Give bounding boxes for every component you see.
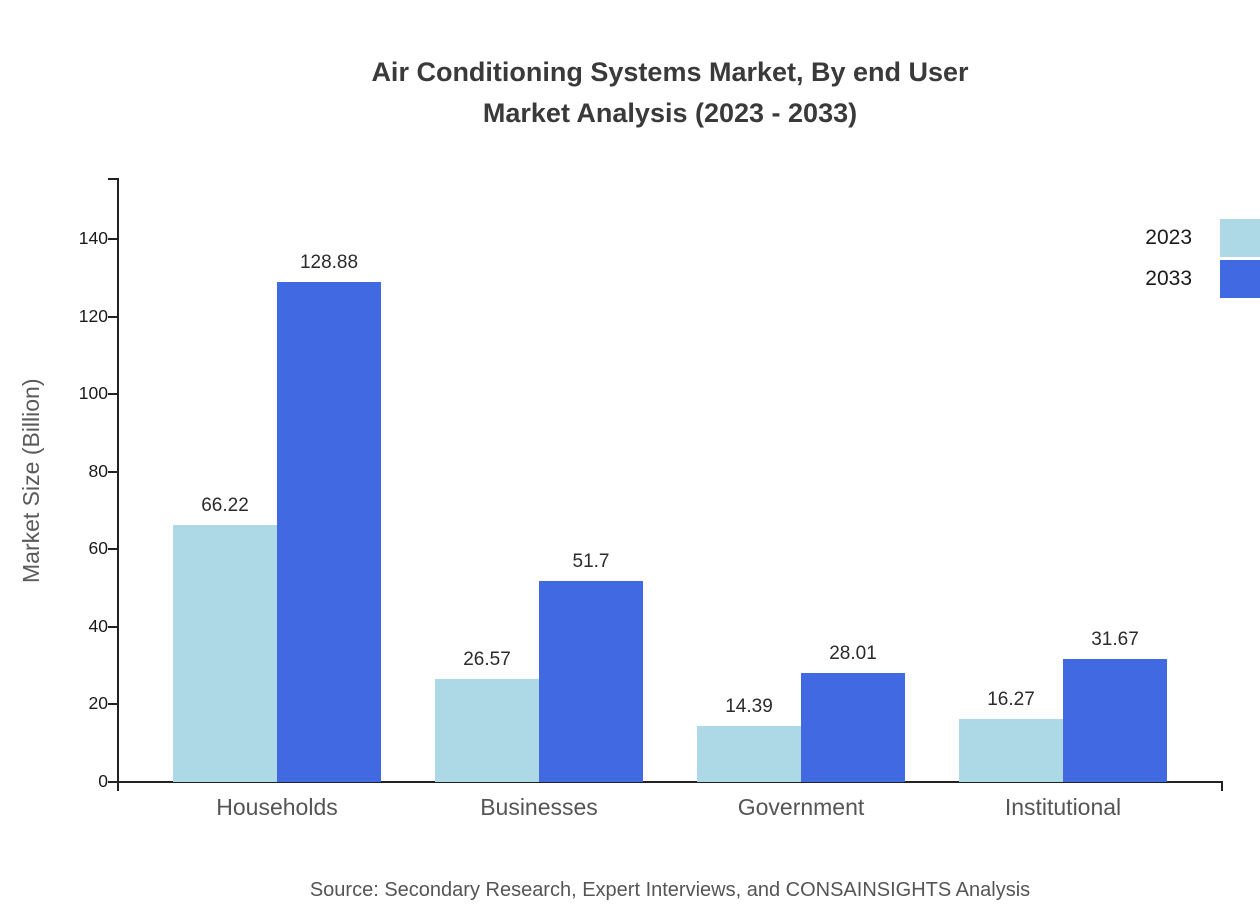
y-tick-mark bbox=[108, 238, 117, 240]
y-tick-label: 40 bbox=[88, 615, 108, 636]
legend-label-2033: 2033 bbox=[1145, 267, 1192, 290]
value-label: 128.88 bbox=[299, 252, 359, 274]
legend-swatch-2023 bbox=[1220, 219, 1260, 257]
x-axis-line bbox=[117, 781, 1223, 783]
legend-item-2033: 2033 bbox=[1145, 260, 1260, 298]
bar-2023-government bbox=[697, 726, 801, 782]
bar-2033-government bbox=[801, 673, 905, 782]
y-tick-mark bbox=[108, 548, 117, 551]
bar-2033-institutional bbox=[1063, 659, 1167, 782]
x-category-label: Households bbox=[216, 794, 338, 820]
y-tick-label: 20 bbox=[88, 693, 108, 714]
legend-label-2023: 2023 bbox=[1145, 226, 1192, 249]
legend-item-2023: 2023 bbox=[1145, 219, 1260, 257]
x-category-label: Businesses bbox=[480, 794, 598, 820]
value-label: 26.57 bbox=[463, 648, 511, 670]
y-axis-end-tick bbox=[108, 178, 117, 180]
y-tick-mark bbox=[108, 625, 117, 628]
source-note: Source: Secondary Research, Expert Inter… bbox=[309, 879, 1031, 901]
value-label: 16.27 bbox=[987, 688, 1035, 710]
y-tick-mark bbox=[108, 470, 117, 473]
y-tick-mark bbox=[108, 315, 117, 318]
x-category-label: Institutional bbox=[1004, 794, 1122, 820]
y-tick-label: 0 bbox=[98, 771, 108, 791]
y-tick-label: 100 bbox=[78, 383, 108, 404]
value-label: 66.22 bbox=[201, 495, 249, 517]
bar-2023-households bbox=[173, 525, 277, 782]
chart-title-line2: Market Analysis (2023 - 2033) bbox=[482, 98, 858, 128]
bar-2033-businesses bbox=[539, 581, 643, 782]
plot-area: 66.22 26.57 14.39 16.27 128.88 51.7 28.01 31.67 bbox=[118, 180, 1222, 782]
value-label: 31.67 bbox=[1091, 629, 1139, 651]
bar-2023-businesses bbox=[435, 678, 539, 782]
bar-2033-households bbox=[277, 282, 381, 782]
legend-swatch-2033 bbox=[1220, 260, 1260, 298]
value-label: 51.7 bbox=[572, 551, 610, 573]
x-category-label: Government bbox=[737, 794, 865, 820]
value-label: 28.01 bbox=[829, 643, 877, 665]
y-axis-line bbox=[117, 178, 119, 784]
value-label: 14.39 bbox=[725, 696, 773, 718]
y-tick-label: 120 bbox=[78, 305, 108, 326]
chart-title: Air Conditioning Systems Market, By end … bbox=[118, 52, 1222, 134]
y-tick-mark bbox=[108, 393, 117, 396]
y-tick-label: 140 bbox=[78, 228, 108, 248]
legend: 2023 2033 bbox=[1145, 219, 1260, 301]
chart-title-line1: Air Conditioning Systems Market, By end … bbox=[371, 57, 969, 87]
y-tick-mark bbox=[108, 703, 117, 706]
bar-2023-institutional bbox=[959, 718, 1063, 782]
y-tick-mark bbox=[108, 781, 117, 783]
x-axis-left-tick bbox=[117, 783, 119, 791]
y-tick-label: 60 bbox=[88, 538, 108, 559]
x-axis-right-tick bbox=[1221, 783, 1223, 791]
y-tick-label: 80 bbox=[88, 460, 108, 481]
